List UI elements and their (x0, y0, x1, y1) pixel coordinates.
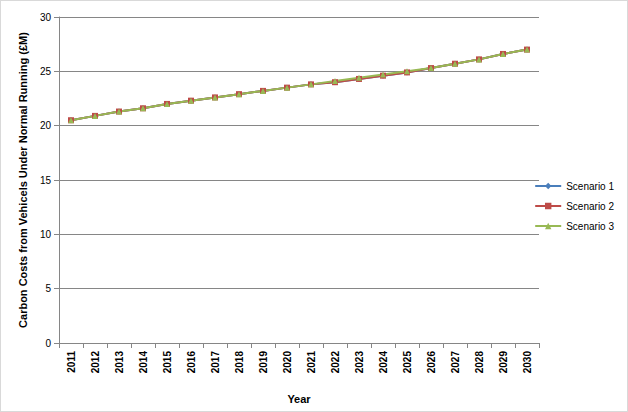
svg-text:2021: 2021 (306, 351, 317, 374)
svg-text:2028: 2028 (474, 351, 485, 374)
svg-text:2013: 2013 (114, 351, 125, 374)
svg-text:2012: 2012 (90, 351, 101, 374)
svg-text:2016: 2016 (186, 351, 197, 374)
svg-text:Scenario 1: Scenario 1 (566, 181, 614, 192)
svg-text:2020: 2020 (282, 351, 293, 374)
svg-text:2029: 2029 (498, 351, 509, 374)
svg-text:Scenario 2: Scenario 2 (566, 201, 614, 212)
svg-text:5: 5 (45, 283, 51, 294)
svg-text:2026: 2026 (426, 351, 437, 374)
svg-text:2014: 2014 (138, 351, 149, 374)
svg-text:2015: 2015 (162, 351, 173, 374)
svg-text:15: 15 (40, 175, 52, 186)
svg-text:2030: 2030 (522, 351, 533, 374)
svg-text:2023: 2023 (354, 351, 365, 374)
svg-text:2027: 2027 (450, 351, 461, 374)
svg-text:Scenario 3: Scenario 3 (566, 221, 614, 232)
svg-text:Carbon Costs from Vehicels Und: Carbon Costs from Vehicels Under Normal … (17, 32, 29, 328)
svg-text:2017: 2017 (210, 351, 221, 374)
svg-text:30: 30 (40, 12, 52, 23)
svg-text:2025: 2025 (402, 351, 413, 374)
svg-text:25: 25 (40, 66, 52, 77)
svg-text:0: 0 (45, 338, 51, 349)
svg-text:2022: 2022 (330, 351, 341, 374)
svg-text:10: 10 (40, 229, 52, 240)
svg-text:2024: 2024 (378, 351, 389, 374)
svg-text:2011: 2011 (66, 351, 77, 373)
svg-text:Year: Year (287, 393, 311, 405)
svg-text:2019: 2019 (258, 351, 269, 374)
svg-text:2018: 2018 (234, 351, 245, 374)
svg-text:20: 20 (40, 120, 52, 131)
